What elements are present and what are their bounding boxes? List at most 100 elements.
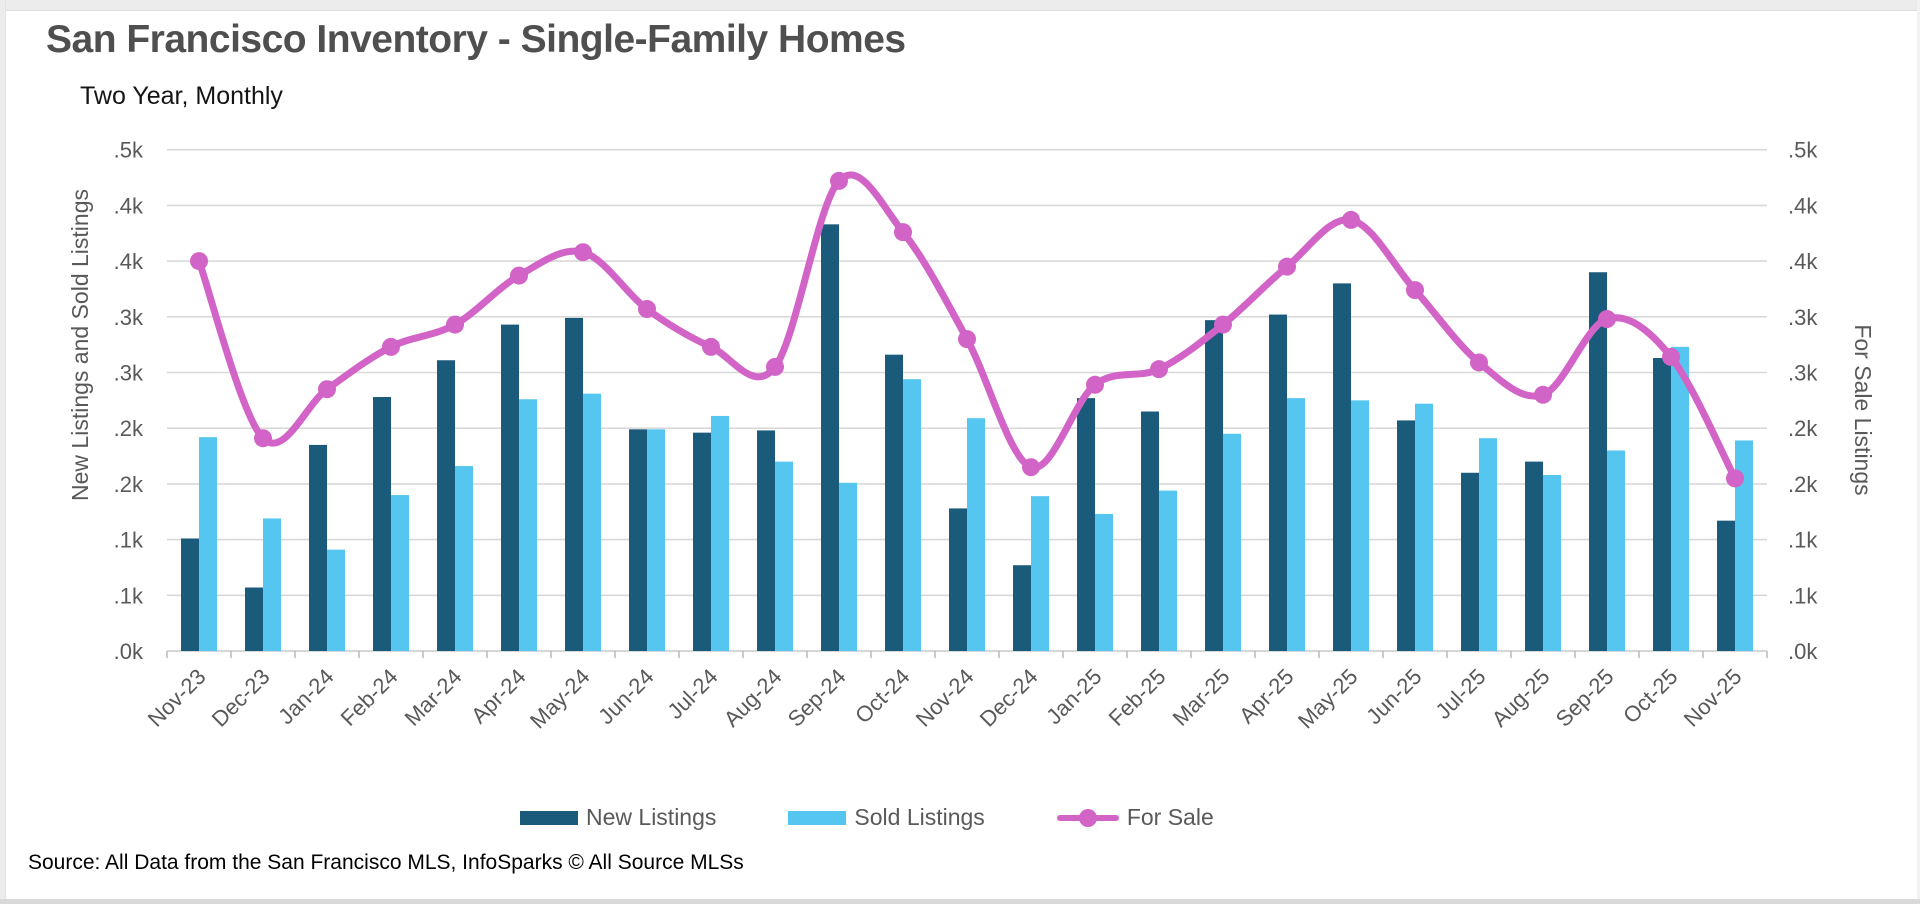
for-sale-point-Jun-24	[638, 300, 656, 319]
bar-sold-listings-Jan-24	[327, 549, 345, 651]
bar-sold-listings-Apr-24	[519, 399, 537, 651]
bar-sold-listings-Oct-25	[1671, 346, 1689, 651]
chart-subtitle: Two Year, Monthly	[80, 82, 283, 110]
bar-new-listings-Sep-24	[821, 224, 839, 651]
y-right-tick-label: .2k	[1788, 472, 1818, 497]
for-sale-point-Oct-24	[894, 223, 912, 242]
for-sale-point-Dec-24	[1022, 458, 1040, 477]
bar-sold-listings-Jun-25	[1415, 403, 1433, 651]
for-sale-point-Apr-25	[1278, 257, 1296, 276]
x-tick-label-Aug-24: Aug-24	[719, 664, 787, 732]
bar-sold-listings-Jun-24	[647, 429, 665, 651]
for-sale-point-Mar-25	[1214, 315, 1232, 334]
for-sale-point-Dec-23	[254, 429, 272, 448]
new-listings-swatch	[520, 810, 578, 825]
y-left-tick-label: .3k	[114, 305, 144, 330]
x-tick-label-Mar-25: Mar-25	[1168, 664, 1235, 731]
window-left-edge	[0, 0, 6, 904]
bar-sold-listings-Sep-25	[1607, 450, 1625, 651]
bar-new-listings-Nov-23	[181, 538, 199, 651]
x-tick-label-Nov-24: Nov-24	[911, 664, 979, 732]
x-tick-label-Apr-25: Apr-25	[1234, 664, 1298, 728]
y-left-tick-label: .3k	[114, 361, 144, 386]
y-right-tick-label: .2k	[1788, 416, 1818, 441]
y-left-tick-label: .1k	[114, 583, 144, 608]
x-tick-label-Mar-24: Mar-24	[400, 664, 467, 731]
for-sale-point-Nov-25	[1726, 469, 1744, 488]
x-tick-label-Jun-25: Jun-25	[1361, 664, 1426, 729]
for-sale-point-Nov-24	[958, 330, 976, 349]
bar-sold-listings-Nov-24	[967, 418, 985, 651]
bar-new-listings-Apr-25	[1269, 314, 1287, 651]
bar-new-listings-Mar-24	[437, 360, 455, 651]
bar-new-listings-Aug-25	[1525, 461, 1543, 651]
legend-item-sold-listings: Sold Listings	[788, 804, 985, 831]
y-right-tick-label: .1k	[1788, 528, 1818, 553]
y-left-tick-label: .0k	[114, 639, 144, 664]
for-sale-point-Feb-25	[1150, 360, 1168, 379]
bar-new-listings-Nov-24	[949, 508, 967, 651]
bar-sold-listings-Aug-24	[775, 461, 793, 651]
sold-listings-swatch	[788, 810, 847, 825]
bar-sold-listings-Mar-25	[1223, 433, 1241, 651]
bar-new-listings-May-25	[1333, 283, 1351, 651]
x-tick-label-Dec-23: Dec-23	[207, 664, 275, 732]
bar-new-listings-Jun-25	[1397, 420, 1415, 651]
for-sale-point-Jul-24	[702, 337, 720, 356]
for-sale-point-Sep-24	[830, 171, 848, 190]
x-tick-label-Sep-25: Sep-25	[1551, 664, 1619, 732]
bar-sold-listings-Mar-24	[455, 466, 473, 651]
y-right-tick-label: .0k	[1788, 639, 1818, 664]
x-tick-label-Aug-25: Aug-25	[1487, 664, 1555, 732]
x-tick-label-Feb-25: Feb-25	[1104, 664, 1171, 731]
bar-sold-listings-Jul-24	[711, 415, 729, 651]
x-tick-label-Jan-24: Jan-24	[273, 664, 338, 729]
x-tick-label-Dec-24: Dec-24	[975, 664, 1043, 732]
bar-sold-listings-Dec-23	[263, 518, 281, 651]
for-sale-point-Aug-24	[766, 357, 784, 376]
bar-sold-listings-Apr-25	[1287, 398, 1305, 651]
bar-new-listings-Dec-24	[1013, 565, 1031, 651]
x-tick-label-May-25: May-25	[1293, 664, 1363, 734]
bar-new-listings-Feb-24	[373, 397, 391, 651]
for-sale-point-Apr-24	[510, 266, 528, 285]
for-sale-point-Sep-25	[1598, 310, 1616, 329]
chart-title: San Francisco Inventory - Single-Family …	[46, 18, 906, 61]
legend-item-for-sale: For Sale	[1056, 804, 1214, 831]
legend-label-sold-listings: Sold Listings	[854, 804, 985, 830]
window-bottom-edge	[0, 899, 1920, 904]
y-left-tick-label: .4k	[114, 249, 144, 274]
for-sale-point-May-25	[1342, 210, 1360, 229]
x-tick-label-May-24: May-24	[525, 664, 595, 734]
x-tick-label-Jun-24: Jun-24	[593, 664, 658, 729]
bar-sold-listings-Sep-24	[839, 482, 857, 651]
for-sale-point-Mar-24	[446, 315, 464, 334]
x-tick-label-Jan-25: Jan-25	[1041, 664, 1106, 729]
x-tick-label-Apr-24: Apr-24	[466, 664, 530, 728]
legend-label-for-sale: For Sale	[1126, 804, 1214, 830]
y-right-axis-title: For Sale Listings	[1850, 324, 1876, 495]
source-note: Source: All Data from the San Francisco …	[28, 851, 744, 874]
y-left-tick-label: .4k	[114, 193, 144, 218]
for-sale-point-Jan-24	[318, 380, 336, 399]
y-right-tick-label: .4k	[1788, 249, 1818, 274]
bar-new-listings-Apr-24	[501, 324, 519, 651]
bar-new-listings-Jun-24	[629, 429, 647, 651]
legend-label-new-listings: New Listings	[586, 804, 717, 830]
for-sale-point-Jun-25	[1406, 281, 1424, 300]
y-right-tick-label: .3k	[1788, 361, 1818, 386]
bar-new-listings-Jul-25	[1461, 472, 1479, 651]
y-right-tick-label: .1k	[1788, 583, 1818, 608]
bar-sold-listings-May-25	[1351, 400, 1369, 651]
bar-sold-listings-Jul-25	[1479, 438, 1497, 651]
x-tick-label-Oct-24: Oct-24	[850, 664, 914, 728]
bar-sold-listings-May-24	[583, 393, 601, 651]
y-right-tick-label: .3k	[1788, 305, 1818, 330]
bar-sold-listings-Nov-25	[1735, 440, 1753, 651]
bar-new-listings-Feb-25	[1141, 411, 1159, 651]
x-tick-label-Oct-25: Oct-25	[1618, 664, 1682, 728]
bar-new-listings-Jul-24	[693, 432, 711, 651]
x-tick-label-Jul-24: Jul-24	[662, 664, 722, 724]
bar-new-listings-Oct-24	[885, 354, 903, 651]
